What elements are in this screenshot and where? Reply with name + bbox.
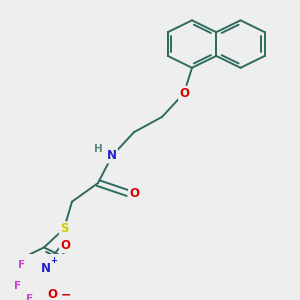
Text: O: O <box>60 239 70 252</box>
Text: F: F <box>26 294 34 300</box>
Text: O: O <box>47 288 57 300</box>
Text: S: S <box>60 222 68 235</box>
Text: N: N <box>41 262 51 275</box>
Text: F: F <box>18 260 26 270</box>
Text: N: N <box>107 149 117 162</box>
Text: H: H <box>94 144 102 154</box>
Text: −: − <box>61 288 71 300</box>
Text: F: F <box>14 280 22 290</box>
Text: +: + <box>50 256 58 265</box>
Text: O: O <box>129 187 139 200</box>
Text: O: O <box>179 87 189 100</box>
